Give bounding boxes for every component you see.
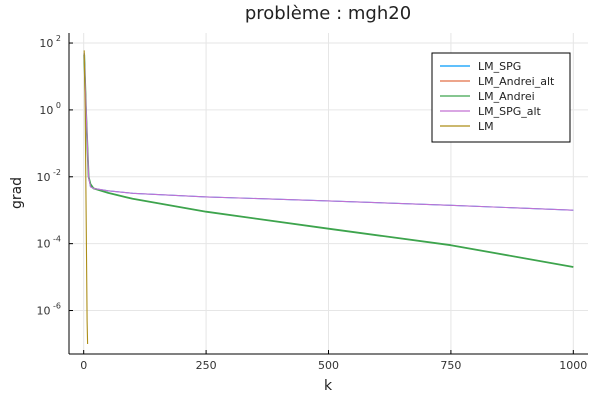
legend-label: LM_SPG — [478, 60, 521, 73]
x-tick-label: 0 — [80, 359, 87, 372]
series-layer — [83, 50, 574, 345]
y-tick-label: 10 -4 — [36, 235, 61, 251]
x-tick-label: 500 — [318, 359, 339, 372]
x-axis-label: k — [324, 378, 333, 394]
x-tick-label: 250 — [196, 359, 217, 372]
legend-label: LM_Andrei_alt — [478, 75, 555, 88]
x-tick-label: 750 — [440, 359, 461, 372]
chart-title: problème : mgh20 — [245, 3, 411, 24]
y-tick-label: 10 -6 — [36, 302, 61, 318]
legend-items: LM_SPG LM_Andrei_alt LM_Andrei LM_SPG_alt LM — [440, 60, 555, 133]
x-tick-label: 1000 — [559, 359, 587, 372]
legend-box — [431, 52, 571, 143]
legend-label: LM_SPG_alt — [478, 105, 542, 118]
series-line-lm-spg-alt — [83, 53, 574, 211]
y-tick-label: 10 0 — [39, 101, 61, 117]
y-axis-label: grad — [9, 177, 25, 209]
legend-label: LM — [478, 120, 494, 133]
tick-layer: 0 250 500 750 1000 10 2 10 0 10 -2 10 -4 10 -6 — [36, 34, 587, 372]
y-tick-label: 10 2 — [39, 34, 61, 50]
y-tick-label: 10 -2 — [36, 168, 61, 184]
series-line-lm — [83, 50, 89, 345]
legend-label: LM_Andrei — [478, 90, 535, 103]
legend: LM_SPG LM_Andrei_alt LM_Andrei LM_SPG_alt LM — [431, 52, 571, 143]
